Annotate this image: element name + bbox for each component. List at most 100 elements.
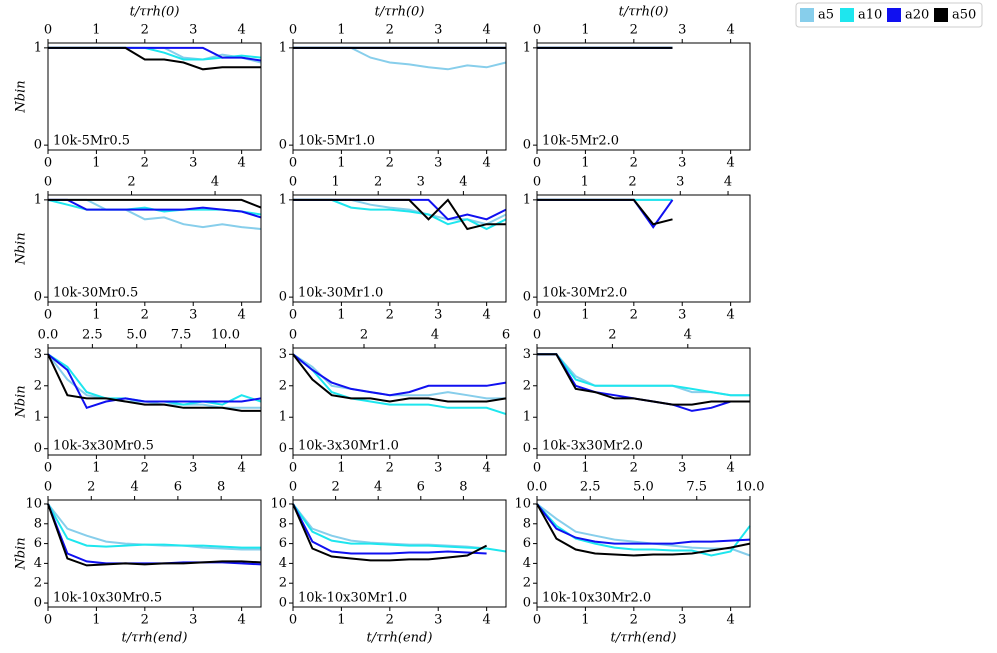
panel-label: 10k-3x30Mr2.0: [542, 439, 643, 454]
x2-tick-label: 10.0: [736, 480, 765, 495]
series-line: [293, 198, 506, 231]
x-tick-label: 1: [92, 461, 100, 476]
panel-label: 10k-5Mr2.0: [542, 134, 619, 149]
series-line: [537, 353, 750, 406]
x-tick-label: 4: [237, 156, 245, 171]
y-tick-label: 6: [523, 536, 531, 551]
y-tick-label: 2: [34, 378, 42, 393]
y-tick-label: 0: [34, 596, 42, 611]
series-line: [47, 503, 261, 549]
x-axis-label: t/τrh(end): [611, 631, 677, 646]
y-tick-label: 4: [279, 556, 287, 571]
y-tick-label: 2: [279, 576, 287, 591]
legend-label: a20: [905, 8, 929, 23]
x2-tick-label: 3: [434, 23, 442, 38]
panel-label: 10k-10x30Mr0.5: [53, 591, 162, 606]
series-line: [293, 198, 507, 226]
x-tick-label: 1: [581, 613, 589, 628]
x2-tick-label: 0: [44, 175, 52, 190]
x2-tick-label: 4: [684, 328, 692, 343]
axes-frame: [536, 42, 751, 151]
x2-tick-label: 0: [44, 480, 52, 495]
y-tick-label: 3: [279, 347, 287, 362]
axes-frame: [47, 194, 262, 303]
y-tick-label: 0: [279, 596, 287, 611]
y-tick-label: 1: [279, 40, 287, 55]
y-tick-label: 1: [34, 410, 42, 425]
y-tick-label: 1: [523, 40, 531, 55]
x-tick-label: 3: [189, 308, 197, 323]
y-tick-label: 2: [523, 378, 531, 393]
series-line: [537, 198, 673, 226]
x2-tick-label: 2: [141, 23, 149, 38]
x2-tick-label: 4: [724, 175, 732, 190]
y-tick-label: 1: [523, 410, 531, 425]
legend-swatch: [840, 8, 854, 22]
x2-tick-label: 7.5: [686, 480, 707, 495]
x2-tick-label: 4: [726, 23, 734, 38]
axes-frame: [536, 194, 751, 303]
axes-frame: [292, 499, 507, 608]
x-tick-label: 1: [581, 156, 589, 171]
x2-tick-label: 6: [417, 480, 425, 495]
x2-tick-label: 3: [417, 175, 425, 190]
x2-tick-label: 2.5: [82, 328, 103, 343]
x-tick-label: 1: [337, 156, 345, 171]
x-axis-label: t/τrh(end): [367, 631, 433, 646]
x-tick-label: 2: [141, 461, 149, 476]
x2-tick-label: 0: [533, 175, 541, 190]
series-line: [292, 503, 487, 555]
series-line: [536, 503, 751, 545]
x2-axis-label: t/τrh(0): [130, 5, 180, 20]
y-tick-label: 6: [279, 536, 287, 551]
y-tick-label: 1: [34, 40, 42, 55]
x-tick-label: 2: [630, 461, 638, 476]
axes-frame: [292, 42, 507, 151]
x-tick-label: 3: [434, 308, 442, 323]
x-tick-label: 2: [630, 308, 638, 323]
x2-tick-label: 5.0: [633, 480, 654, 495]
x2-tick-label: 2.5: [580, 480, 601, 495]
x-tick-label: 4: [237, 613, 245, 628]
x2-tick-label: 5.0: [126, 328, 147, 343]
y-tick-label: 0: [34, 138, 42, 153]
series-line: [292, 353, 506, 400]
legend-label: a10: [858, 8, 882, 23]
x-tick-label: 0: [289, 308, 297, 323]
y-tick-label: 0: [523, 441, 531, 456]
x-tick-label: 0: [289, 156, 297, 171]
series-line: [292, 503, 487, 550]
x-tick-label: 0: [44, 156, 52, 171]
x2-tick-label: 0: [289, 328, 297, 343]
series-line: [292, 353, 507, 416]
y-tick-label: 0: [523, 138, 531, 153]
axes-frame: [47, 42, 262, 151]
panel-label: 10k-3x30Mr1.0: [298, 439, 399, 454]
x-tick-label: 2: [141, 156, 149, 171]
x-tick-label: 4: [726, 308, 734, 323]
x-tick-label: 3: [678, 308, 686, 323]
x-tick-label: 2: [386, 461, 394, 476]
x2-tick-label: 1: [581, 23, 589, 38]
x2-tick-label: 4: [482, 23, 490, 38]
y-tick-label: 3: [523, 347, 531, 362]
x-tick-label: 3: [678, 461, 686, 476]
y-tick-label: 8: [34, 516, 42, 531]
y-tick-label: 2: [279, 378, 287, 393]
x-tick-label: 3: [434, 613, 442, 628]
x-axis-label: t/τrh(end): [122, 631, 188, 646]
series-line: [48, 198, 262, 219]
x2-tick-label: 8: [217, 480, 225, 495]
panel-label: 10k-30Mr2.0: [542, 286, 627, 301]
x2-tick-label: 2: [331, 480, 339, 495]
y-tick-label: 10: [25, 496, 42, 511]
x2-tick-label: 0: [289, 23, 297, 38]
y-axis-label: Nbin: [14, 80, 29, 113]
series-line: [292, 503, 507, 553]
x2-tick-label: 4: [459, 175, 467, 190]
x2-tick-label: 6: [174, 480, 182, 495]
x-tick-label: 3: [434, 156, 442, 171]
x-tick-label: 3: [189, 613, 197, 628]
x-tick-label: 0: [533, 461, 541, 476]
